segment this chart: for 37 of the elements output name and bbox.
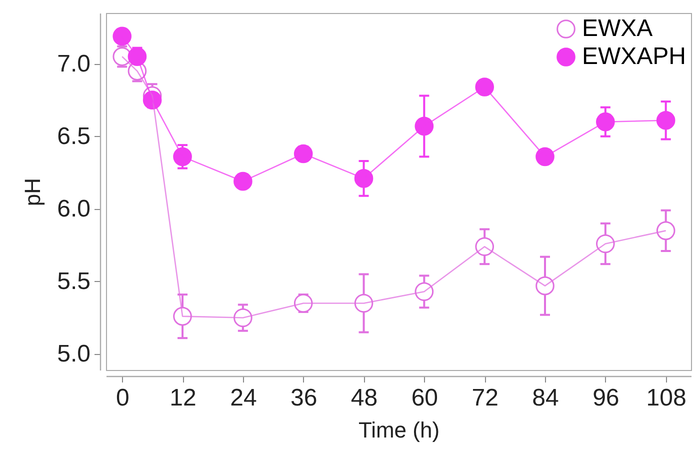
x-tick-label: 36 <box>290 384 318 412</box>
point <box>596 234 615 254</box>
x-tick-label: 72 <box>472 384 498 412</box>
point <box>173 306 192 326</box>
point <box>656 221 676 240</box>
y-tick-label: 5.5 <box>57 268 90 295</box>
y-tick-label: 5.0 <box>57 340 90 368</box>
point <box>173 147 192 166</box>
point <box>475 237 494 256</box>
point <box>536 147 554 166</box>
point <box>414 282 434 302</box>
x-tick-label: 84 <box>532 384 559 412</box>
point <box>596 112 615 132</box>
point <box>294 144 313 164</box>
x-tick-label: 108 <box>646 384 686 412</box>
y-tick-label: 7.0 <box>57 50 90 78</box>
point <box>128 47 147 66</box>
point <box>475 78 494 96</box>
x-tick-label: 60 <box>411 384 438 412</box>
legend-label: EWXA <box>582 15 653 42</box>
y-axis-title: pH <box>20 178 46 206</box>
x-tick-label: 96 <box>592 384 620 412</box>
x-tick-label: 24 <box>230 384 257 412</box>
x-axis-title: Time (h) <box>358 418 440 442</box>
y-tick-label: 6.0 <box>57 195 90 222</box>
point <box>354 169 374 188</box>
x-tick-label: 48 <box>350 384 378 412</box>
y-tick-label: 6.5 <box>57 122 90 150</box>
point <box>234 308 252 328</box>
point <box>414 116 434 136</box>
x-tick-label: 0 <box>116 384 130 412</box>
x-tick-label: 12 <box>170 384 196 412</box>
point <box>234 172 252 191</box>
legend-label: EWXAPH <box>582 43 686 70</box>
point <box>536 276 554 296</box>
point <box>112 26 132 46</box>
point <box>656 110 676 130</box>
